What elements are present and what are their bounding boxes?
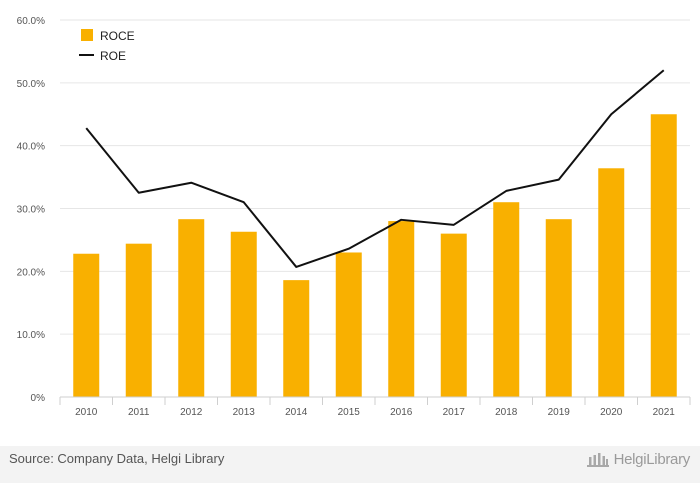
- roe-line-series: [85, 69, 665, 268]
- x-tick-label: 2018: [495, 407, 518, 418]
- legend-roce-label: ROCE: [100, 29, 135, 43]
- y-tick-label: 60.0%: [17, 16, 45, 27]
- library-building-icon: [586, 453, 609, 467]
- y-tick-label: 40.0%: [17, 142, 45, 153]
- x-tick-label: 2017: [443, 407, 466, 418]
- x-tick-label: 2011: [128, 407, 150, 418]
- chart: 0%10.0%20.0%30.0%40.0%50.0%60.0% 2010 201…: [17, 16, 691, 418]
- y-tick-label: 20.0%: [17, 267, 45, 278]
- source-text: Source: Company Data, Helgi Library: [9, 451, 225, 466]
- y-tick-label: 50.0%: [17, 79, 45, 90]
- x-tick-label: 2013: [233, 407, 256, 418]
- x-tick-label: 2015: [338, 407, 361, 418]
- footer: Source: Company Data, Helgi Library Helg…: [0, 446, 700, 483]
- legend-roce-swatch: [81, 29, 93, 41]
- x-tick-label: 2020: [600, 407, 623, 418]
- roce-bar: [125, 243, 152, 397]
- roce-bar: [440, 233, 467, 397]
- roce-bar: [388, 221, 415, 397]
- legend-roe-label: ROE: [100, 49, 126, 63]
- y-tick-label: 30.0%: [17, 205, 45, 216]
- helgi-library-logo: HelgiLibrary: [586, 450, 690, 468]
- roce-bar: [545, 219, 572, 397]
- x-tick-label: 2021: [653, 407, 676, 418]
- roce-bar: [493, 202, 520, 397]
- gridlines: [60, 19, 690, 335]
- roce-bar: [178, 219, 205, 397]
- legend: ROCE ROE: [79, 29, 135, 63]
- x-tick-label: 2010: [75, 407, 98, 418]
- x-tick-label: 2012: [180, 407, 203, 418]
- y-tick-label: 0%: [31, 393, 46, 404]
- roce-bar: [283, 280, 310, 397]
- y-tick-label: 10.0%: [17, 330, 45, 341]
- roce-bar: [598, 168, 625, 397]
- roce-bar: [650, 114, 677, 397]
- y-axis-ticks: 0% 10.0% 20.0% 30.0% 40.0% 50.0% 60.0%: [17, 16, 45, 404]
- roce-bars: [73, 114, 677, 397]
- roe-line: [85, 69, 665, 268]
- x-tick-label: 2016: [390, 407, 413, 418]
- roce-bar: [335, 252, 362, 397]
- roce-bar: [73, 253, 100, 397]
- x-axis: 2010 2011 2012 2013 2014 2015 2016 2017 2018 2019…: [59, 396, 691, 418]
- brand-name: HelgiLibrary: [613, 450, 691, 468]
- x-tick-label: 2014: [285, 407, 308, 418]
- x-tick-label: 2019: [548, 407, 571, 418]
- roce-bar: [230, 231, 257, 397]
